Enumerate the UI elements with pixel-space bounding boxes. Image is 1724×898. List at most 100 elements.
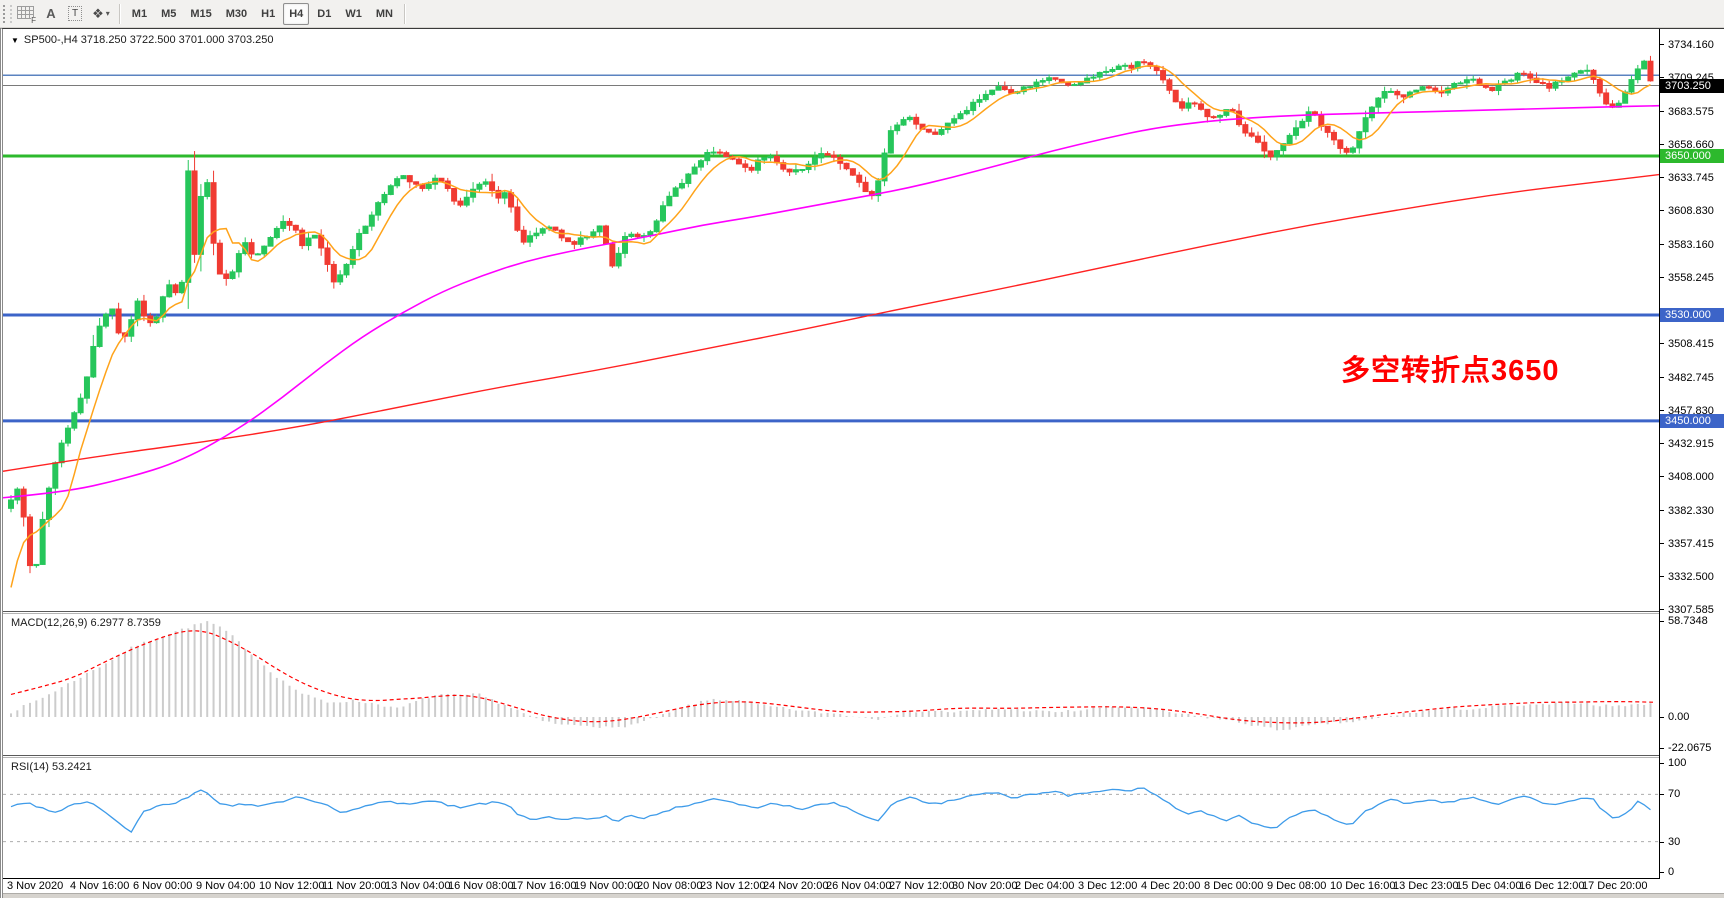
candle-body — [1533, 77, 1540, 84]
candle-body — [58, 442, 65, 464]
candle-body — [577, 237, 584, 245]
candle-body — [1394, 90, 1401, 96]
price-tick: 3332.500 — [1660, 571, 1714, 583]
candle-body — [1084, 77, 1091, 84]
text-tool-button[interactable]: T — [64, 3, 86, 25]
timeframe-button-w1[interactable]: W1 — [345, 7, 362, 20]
price-tick: 3583.160 — [1660, 239, 1714, 251]
candle-body — [115, 308, 122, 334]
candle-body — [799, 169, 806, 172]
candle-body — [913, 116, 920, 125]
candle-body — [343, 263, 350, 276]
candle-body — [1647, 60, 1654, 82]
candle-body — [1571, 72, 1578, 78]
candle-body — [286, 220, 293, 226]
candle-body — [1248, 132, 1255, 137]
candle-body — [501, 192, 508, 199]
candle-body — [716, 151, 723, 154]
symbol-dropdown-icon[interactable]: ▼ — [11, 36, 19, 45]
candle-body — [1413, 89, 1420, 93]
timeframe-button-m5[interactable]: M5 — [161, 7, 177, 20]
price-tick: 3307.585 — [1660, 604, 1714, 616]
candle-body — [533, 232, 540, 237]
pane-separator-rsi[interactable] — [3, 755, 1724, 758]
candle-body — [818, 153, 825, 159]
candle-body — [191, 170, 198, 255]
timeframe-button-m15[interactable]: M15 — [190, 7, 212, 20]
window-bottom-edge — [3, 893, 1724, 898]
timeframe-button-m30[interactable]: M30 — [225, 7, 248, 20]
candle-body — [1387, 90, 1394, 93]
chevron-down-icon: ▾ — [105, 9, 110, 18]
rsi-indicator-plot[interactable] — [3, 758, 1659, 878]
candle-body — [26, 516, 33, 567]
timeframe-button-d1[interactable]: D1 — [317, 7, 332, 20]
chart-annotation-text[interactable]: 多空转折点3650 — [1341, 355, 1560, 387]
candle-body — [1274, 150, 1280, 158]
candle-body — [248, 242, 255, 255]
candle-body — [856, 174, 863, 183]
font-tool-button[interactable]: A — [40, 3, 62, 25]
candle-body — [1052, 77, 1059, 80]
time-label: 11 Nov 20:00 — [322, 880, 387, 892]
candle-body — [830, 154, 837, 158]
candle-body — [457, 200, 464, 206]
candle-body — [83, 376, 90, 399]
candle-body — [185, 170, 192, 283]
candle-body — [1489, 86, 1496, 91]
candle-body — [843, 162, 850, 170]
candle-body — [216, 242, 223, 275]
indicator-grid-button[interactable]: F — [13, 3, 38, 25]
candle-body — [1527, 73, 1534, 79]
candle-body — [1634, 68, 1641, 81]
candle-body — [204, 182, 211, 197]
price-tick: 3558.245 — [1660, 272, 1714, 284]
candle-body — [1337, 139, 1344, 149]
timeframe-button-mn[interactable]: MN — [375, 7, 393, 20]
cursor-tool-button[interactable]: ❖ ▾ — [88, 3, 114, 25]
time-label: 10 Nov 12:00 — [259, 880, 325, 892]
macd-indicator-plot[interactable] — [3, 614, 1659, 755]
price-tick: 3382.330 — [1660, 505, 1714, 517]
candle-body — [963, 109, 970, 115]
price-axis[interactable]: 3734.1603709.2453683.5753658.6603633.745… — [1659, 29, 1724, 878]
candle-body — [1267, 150, 1274, 158]
grid-f-icon: F — [17, 6, 36, 25]
candle-body — [324, 247, 331, 265]
candle-body — [1096, 71, 1103, 78]
candle-body — [1514, 72, 1521, 81]
candle-body — [1539, 82, 1546, 85]
ma-slow-line — [3, 173, 1659, 472]
candle-body — [1115, 65, 1122, 70]
time-label: 3 Nov 2020 — [7, 880, 64, 892]
candle-body — [90, 345, 97, 378]
price-badge-3450.000: 3450.000 — [1660, 413, 1724, 428]
candle-body — [925, 128, 932, 133]
rsi-line — [10, 787, 1651, 834]
timeframe-button-m1[interactable]: M1 — [131, 7, 148, 20]
time-label: 17 Nov 16:00 — [511, 880, 577, 892]
candle-body — [64, 427, 71, 444]
time-label: 8 Dec 00:00 — [1204, 880, 1264, 892]
rsi-label: RSI(14) 53.2421 — [11, 761, 92, 773]
candle-body — [761, 157, 768, 161]
candle-body — [1463, 79, 1470, 84]
price-tick: 3408.000 — [1660, 471, 1714, 483]
timeframe-button-h4[interactable]: H4 — [283, 2, 310, 25]
candle-body — [1641, 60, 1648, 70]
timeframe-button-h1[interactable]: H1 — [261, 7, 276, 20]
price-chart-plot[interactable] — [3, 29, 1659, 611]
candle-body — [666, 195, 673, 207]
candle-body — [571, 241, 578, 245]
candle-body — [140, 300, 147, 317]
candle-body — [1001, 86, 1008, 91]
candle-body — [982, 93, 989, 101]
price-tick: 3734.160 — [1660, 39, 1714, 51]
symbol-ohlc-line[interactable]: ▼ SP500-,H4 3718.250 3722.500 3701.000 37… — [11, 34, 273, 46]
candle-body — [932, 131, 939, 135]
candle-body — [1349, 147, 1356, 153]
candle-body — [508, 192, 515, 208]
pane-separator-macd[interactable] — [3, 611, 1724, 614]
toolbar-grip[interactable] — [3, 4, 12, 23]
